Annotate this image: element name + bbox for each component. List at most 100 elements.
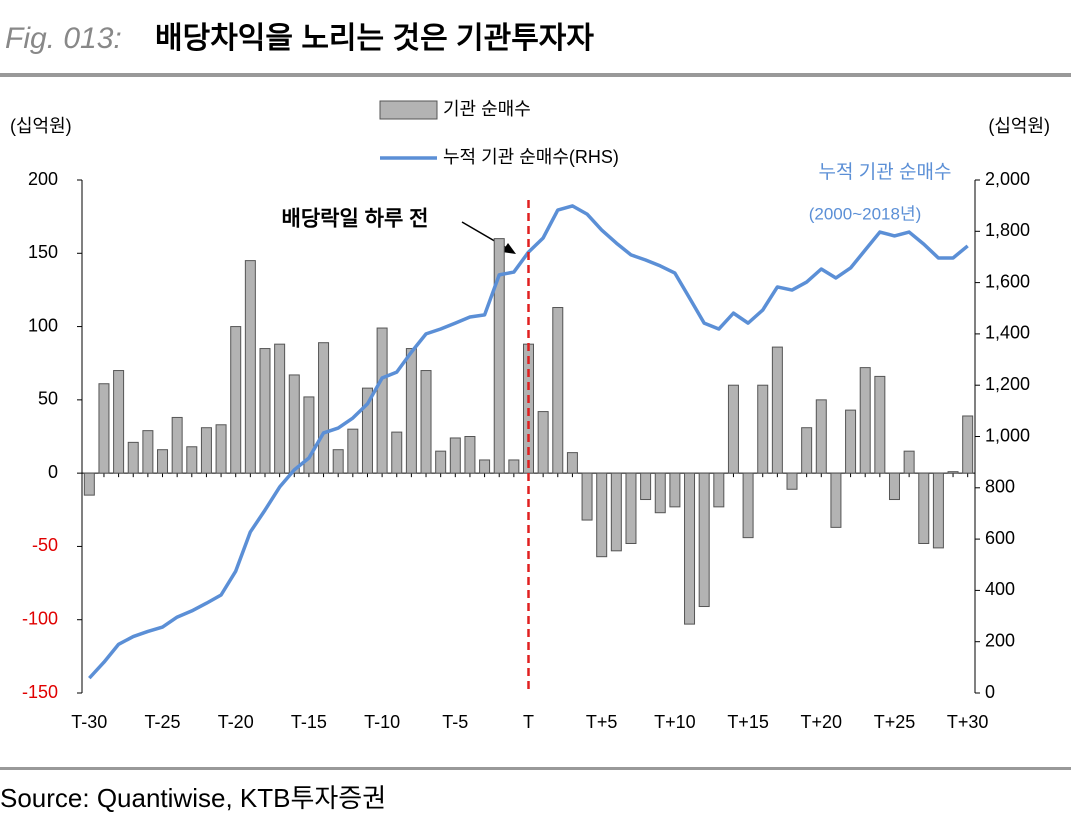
legend-swatch <box>379 100 438 120</box>
bar <box>771 346 783 474</box>
bar <box>537 411 549 474</box>
y2-tick-label: 1,200 <box>985 374 1030 394</box>
bar <box>888 472 900 501</box>
y-tick-label: -150 <box>22 682 58 702</box>
bar <box>259 348 271 474</box>
bar <box>420 370 432 474</box>
bar <box>464 436 476 474</box>
y-unit: (십억원) <box>10 116 72 136</box>
y2-tick-label: 1,800 <box>985 220 1030 240</box>
bar <box>391 431 403 474</box>
x-tick-label: T+10 <box>654 712 696 732</box>
x-tick-label: T+5 <box>586 712 618 732</box>
bar <box>610 472 622 552</box>
bar <box>449 437 461 474</box>
bar <box>566 452 578 474</box>
bar <box>918 472 930 544</box>
bar <box>186 446 198 474</box>
bar <box>171 416 183 474</box>
bar <box>435 450 447 474</box>
bar <box>815 399 827 474</box>
bar <box>669 472 681 508</box>
y2-tick-label: 1,000 <box>985 425 1030 445</box>
bar <box>157 449 169 474</box>
x-tick-label: T <box>523 712 534 732</box>
bar <box>347 428 359 474</box>
y2-tick-label: 600 <box>985 528 1015 548</box>
bar <box>874 375 886 474</box>
y-tick-label: 150 <box>28 242 58 262</box>
bar <box>801 427 813 474</box>
bar <box>318 342 330 474</box>
bar <box>962 415 974 474</box>
y2-tick-label: 1,400 <box>985 323 1030 343</box>
bar <box>786 472 798 490</box>
bar <box>288 374 300 474</box>
bar <box>230 326 242 474</box>
bar <box>405 348 417 474</box>
bar <box>932 472 944 549</box>
fig-label: Fig. 013: <box>5 22 122 55</box>
y2-tick-label: 800 <box>985 477 1015 497</box>
y2-tick-label: 0 <box>985 682 995 702</box>
bar <box>200 427 212 474</box>
x-tick-label: T-30 <box>71 712 107 732</box>
annotation: 누적 기관 순매수 <box>819 161 952 183</box>
x-tick-label: T-20 <box>218 712 254 732</box>
bar <box>83 472 95 496</box>
bar <box>303 396 315 474</box>
bar <box>742 472 754 539</box>
bar <box>98 383 110 474</box>
bar <box>274 343 286 474</box>
source: Source: Quantiwise, KTB투자증권 <box>0 783 386 813</box>
arrowhead <box>502 243 516 254</box>
bar <box>596 472 608 558</box>
bar <box>654 472 666 514</box>
bar <box>713 472 725 508</box>
y-tick-label: 200 <box>28 169 58 189</box>
legend-label: 기관 순매수 <box>443 99 531 119</box>
y-tick-label: 100 <box>28 315 58 335</box>
bar <box>947 471 959 474</box>
bar <box>684 472 696 625</box>
bar <box>552 307 564 474</box>
bar <box>142 430 154 474</box>
y-tick-label: -100 <box>22 608 58 628</box>
header-rule <box>0 73 1071 77</box>
x-tick-label: T+15 <box>727 712 769 732</box>
bar <box>493 238 505 474</box>
x-tick-label: T-5 <box>442 712 468 732</box>
bar <box>361 387 373 474</box>
y-tick-label: 50 <box>38 389 58 409</box>
bar <box>508 459 520 474</box>
y2-tick-label: 1,600 <box>985 271 1030 291</box>
y2-tick-label: 200 <box>985 630 1015 650</box>
y2-tick-label: 2,000 <box>985 169 1030 189</box>
y-tick-label: -50 <box>32 535 58 555</box>
bar <box>376 327 388 474</box>
y2-tick-label: 400 <box>985 579 1015 599</box>
bar <box>830 472 842 528</box>
x-tick-label: T+25 <box>874 712 916 732</box>
bar <box>479 459 491 474</box>
bar <box>698 472 710 608</box>
legend-label: 누적 기관 순매수(RHS) <box>443 147 619 167</box>
x-tick-label: T-25 <box>145 712 181 732</box>
bar <box>640 472 652 501</box>
annotation: 배당락일 하루 전 <box>282 208 429 231</box>
bar <box>903 450 915 474</box>
x-tick-label: T-10 <box>364 712 400 732</box>
bar <box>113 370 125 474</box>
y2-unit: (십억원) <box>988 116 1050 136</box>
bar <box>215 424 227 474</box>
x-tick-label: T+30 <box>947 712 989 732</box>
bar <box>581 472 593 521</box>
x-tick-label: T-15 <box>291 712 327 732</box>
bar <box>845 409 857 474</box>
y-tick-label: 0 <box>48 462 58 482</box>
bar <box>859 367 871 474</box>
annotation: (2000~2018년) <box>809 204 922 223</box>
bar <box>727 384 739 474</box>
bar <box>127 441 139 474</box>
